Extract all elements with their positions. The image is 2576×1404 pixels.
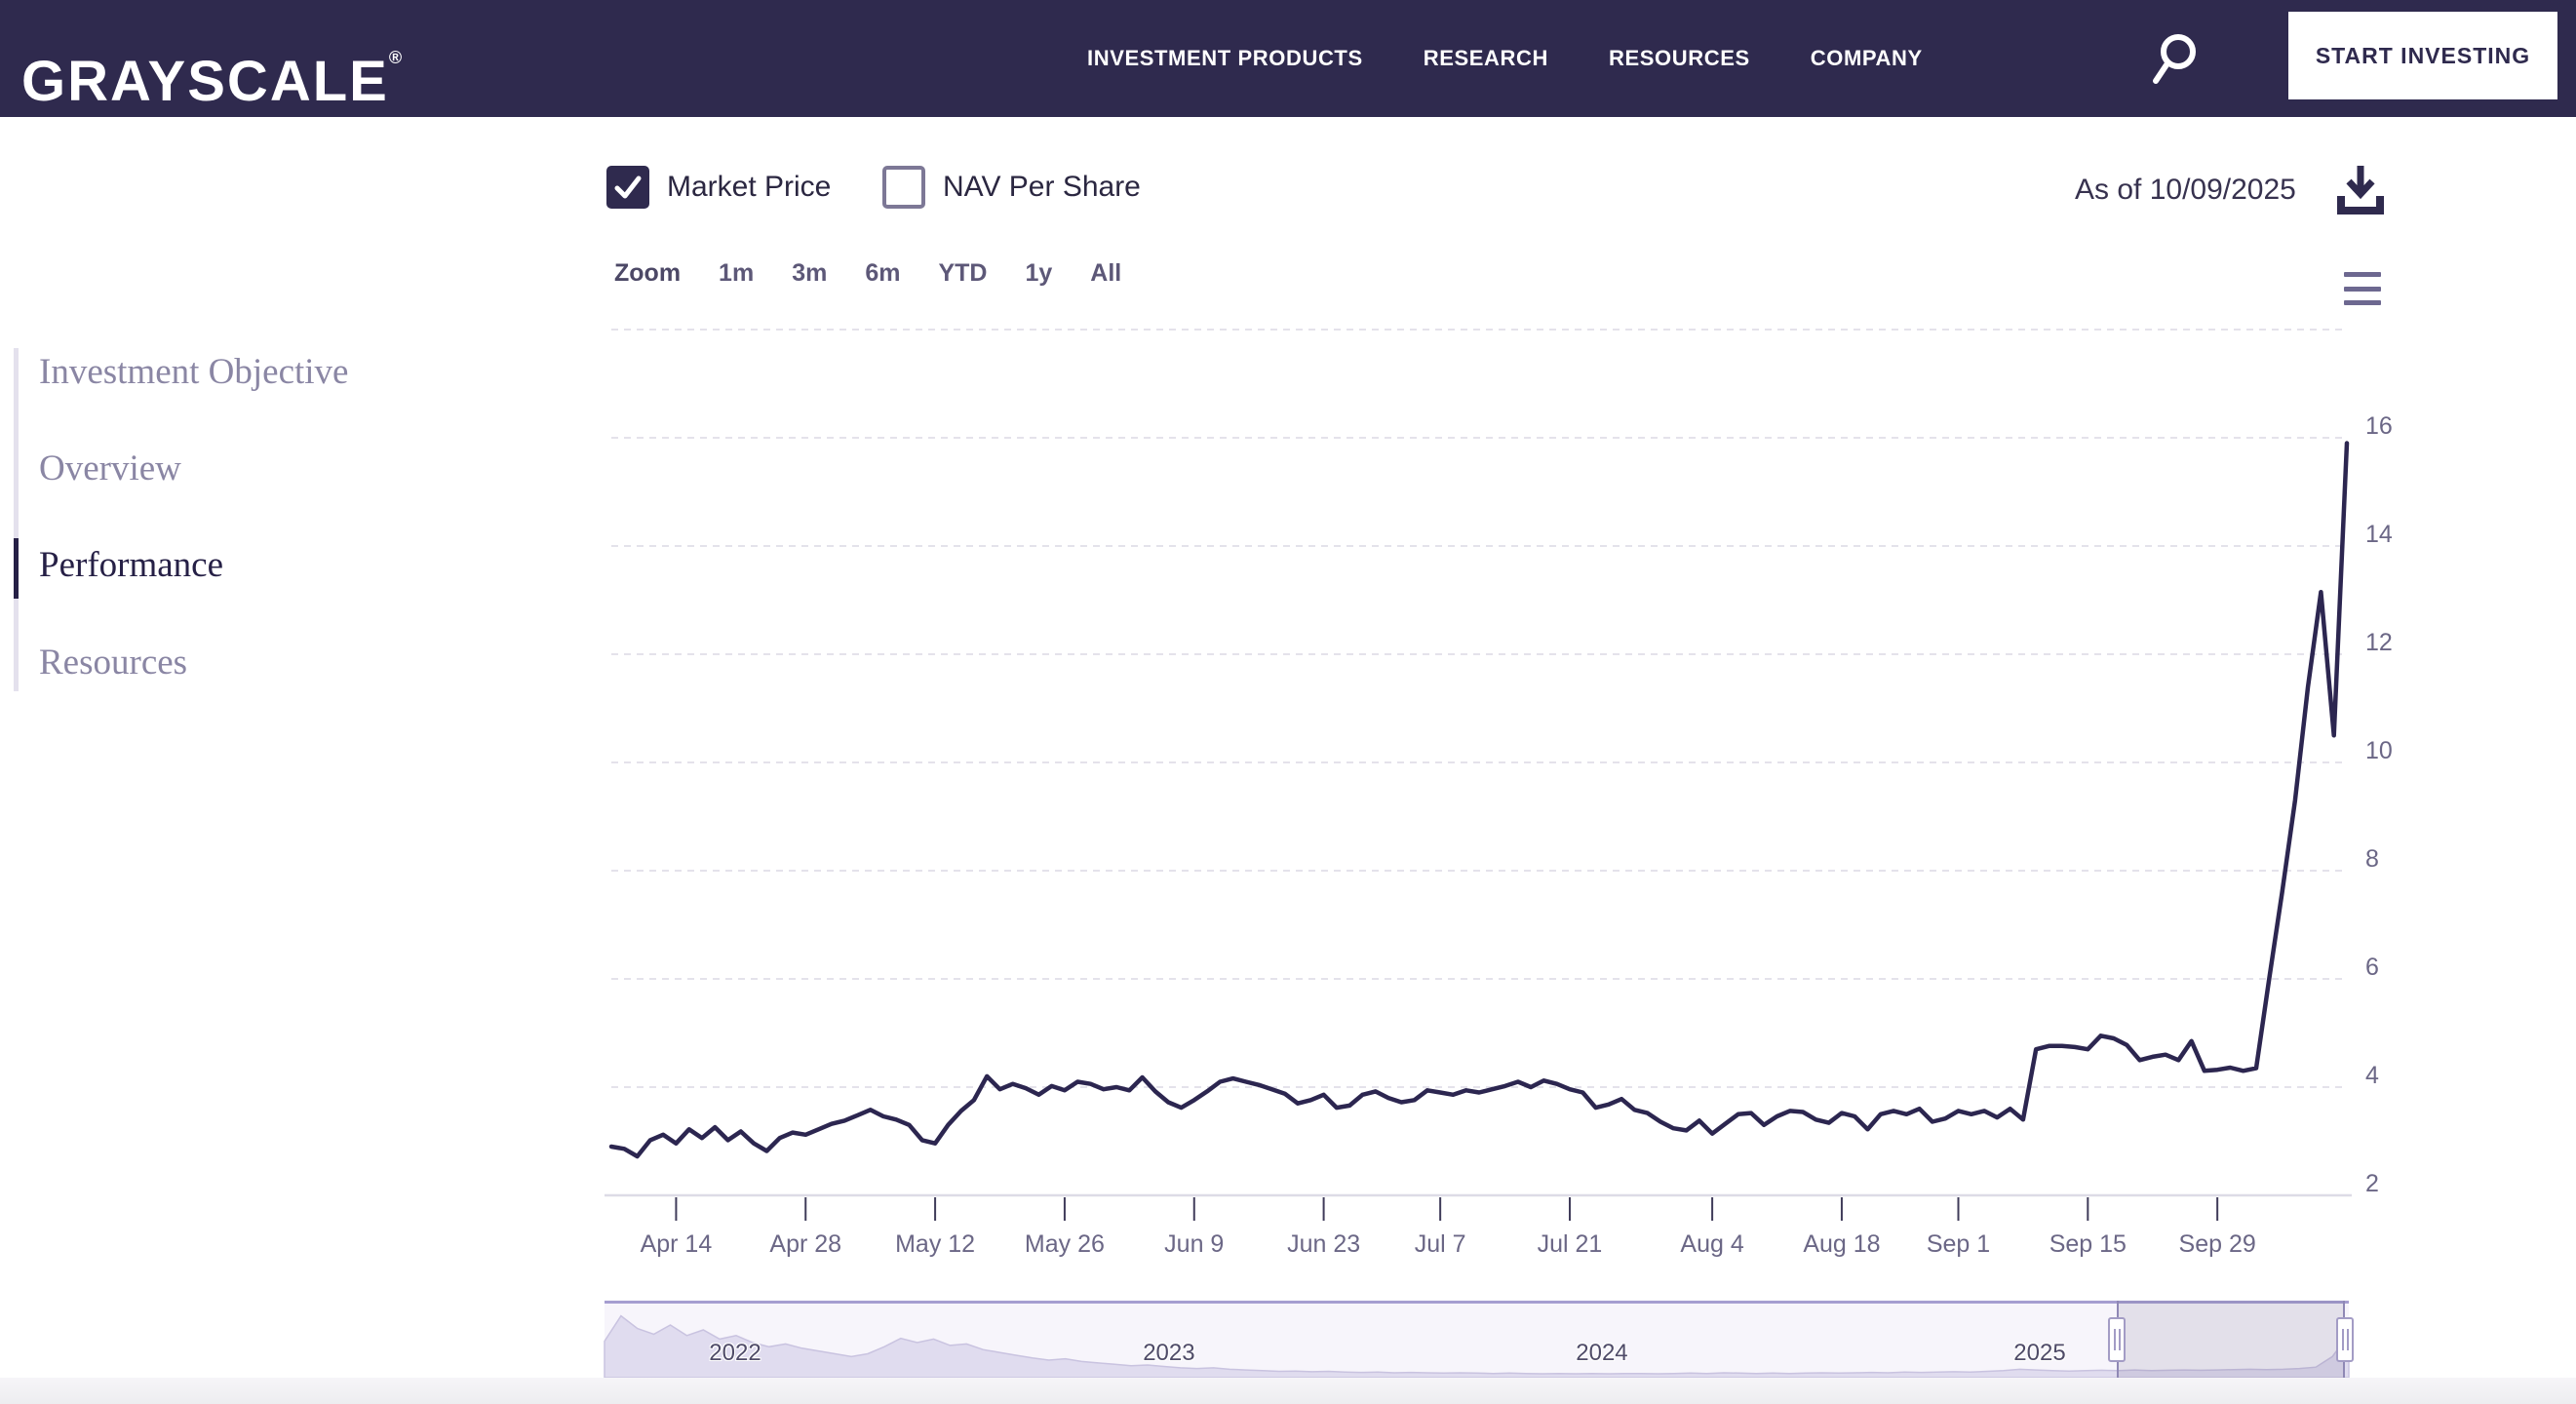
range-1m[interactable]: 1m [719,259,755,287]
navigator-year-label: 2024 [1576,1340,1628,1366]
nav-per-share-checkbox[interactable] [882,166,925,209]
x-axis-label: Aug 18 [1803,1230,1881,1258]
y-axis-label: 4 [2365,1062,2379,1089]
zoom-label: Zoom [614,259,682,287]
chart-menu-icon[interactable] [2344,272,2381,305]
x-axis-label: Aug 4 [1680,1230,1744,1258]
navigator-handle-right[interactable] [2336,1317,2355,1362]
nav-investment-products[interactable]: INVESTMENT PRODUCTS [1087,46,1363,70]
x-axis-label: May 12 [895,1230,976,1258]
range-all[interactable]: All [1090,259,1122,287]
navigator-selection[interactable] [2117,1301,2346,1378]
x-axis-label: Jul 21 [1537,1230,1603,1258]
as-of-date: As of 10/09/2025 [2075,174,2296,206]
y-axis-label: 8 [2365,845,2379,873]
y-axis-label: 2 [2365,1170,2379,1197]
navigator-handle-left[interactable] [2108,1317,2127,1362]
x-axis-label: Sep 1 [1926,1230,1991,1258]
sidebar-item-overview[interactable]: Overview [39,448,181,488]
sidebar-item-resources[interactable]: Resources [39,643,188,682]
x-axis-label: Jul 7 [1414,1230,1466,1258]
x-axis-label: Apr 14 [640,1230,713,1258]
toggle-label: NAV Per Share [943,171,1141,203]
range-1y[interactable]: 1y [1025,259,1053,287]
x-axis-label: Sep 15 [2049,1230,2127,1258]
toggle-label: Market Price [667,171,832,203]
x-axis-label: Jun 23 [1287,1230,1361,1258]
registered-mark: ® [388,48,403,67]
market-price-checkbox[interactable] [606,166,649,209]
grayscale-logo[interactable]: GRAYSCALE® [21,48,403,113]
range-6m[interactable]: 6m [865,259,901,287]
download-icon[interactable] [2336,164,2385,214]
y-axis-label: 12 [2365,629,2393,656]
sidebar-item-performance[interactable]: Performance [39,545,224,585]
x-axis-label: May 26 [1024,1230,1105,1258]
x-axis-label: Apr 28 [769,1230,842,1258]
market-price-line [608,441,2350,1159]
bottom-strip [0,1378,2576,1404]
top-navigation: INVESTMENT PRODUCTS RESEARCH RESOURCES C… [1087,0,1923,117]
range-ytd[interactable]: YTD [938,259,988,287]
range-3m[interactable]: 3m [792,259,828,287]
sidebar-rail [14,348,19,691]
x-axis-label: Jun 9 [1164,1230,1225,1258]
sidebar-active-indicator [14,538,19,599]
range-selector: Zoom 1m 3m 6m YTD 1y All [614,259,1121,288]
search-icon[interactable] [2143,27,2205,90]
start-investing-button[interactable]: START INVESTING [2288,12,2557,99]
y-axis-label: 14 [2365,521,2393,548]
header: GRAYSCALE® INVESTMENT PRODUCTS RESEARCH … [0,0,2576,117]
nav-per-share-toggle[interactable]: NAV Per Share [882,166,1141,209]
market-price-toggle[interactable]: Market Price [606,166,831,209]
y-axis-label: 10 [2365,737,2393,764]
nav-resources[interactable]: RESOURCES [1609,46,1750,70]
y-axis-label: 16 [2365,412,2393,440]
navigator-year-label: 2023 [1143,1340,1195,1366]
nav-company[interactable]: COMPANY [1810,46,1923,70]
x-axis-label: Sep 29 [2178,1230,2256,1258]
sidebar-item-investment-objective[interactable]: Investment Objective [39,352,349,392]
nav-research[interactable]: RESEARCH [1423,46,1549,70]
y-axis-label: 6 [2365,954,2379,981]
navigator-year-label: 2025 [2013,1340,2066,1366]
navigator-year-label: 2022 [709,1340,761,1366]
navigator-track[interactable] [605,1301,2349,1378]
